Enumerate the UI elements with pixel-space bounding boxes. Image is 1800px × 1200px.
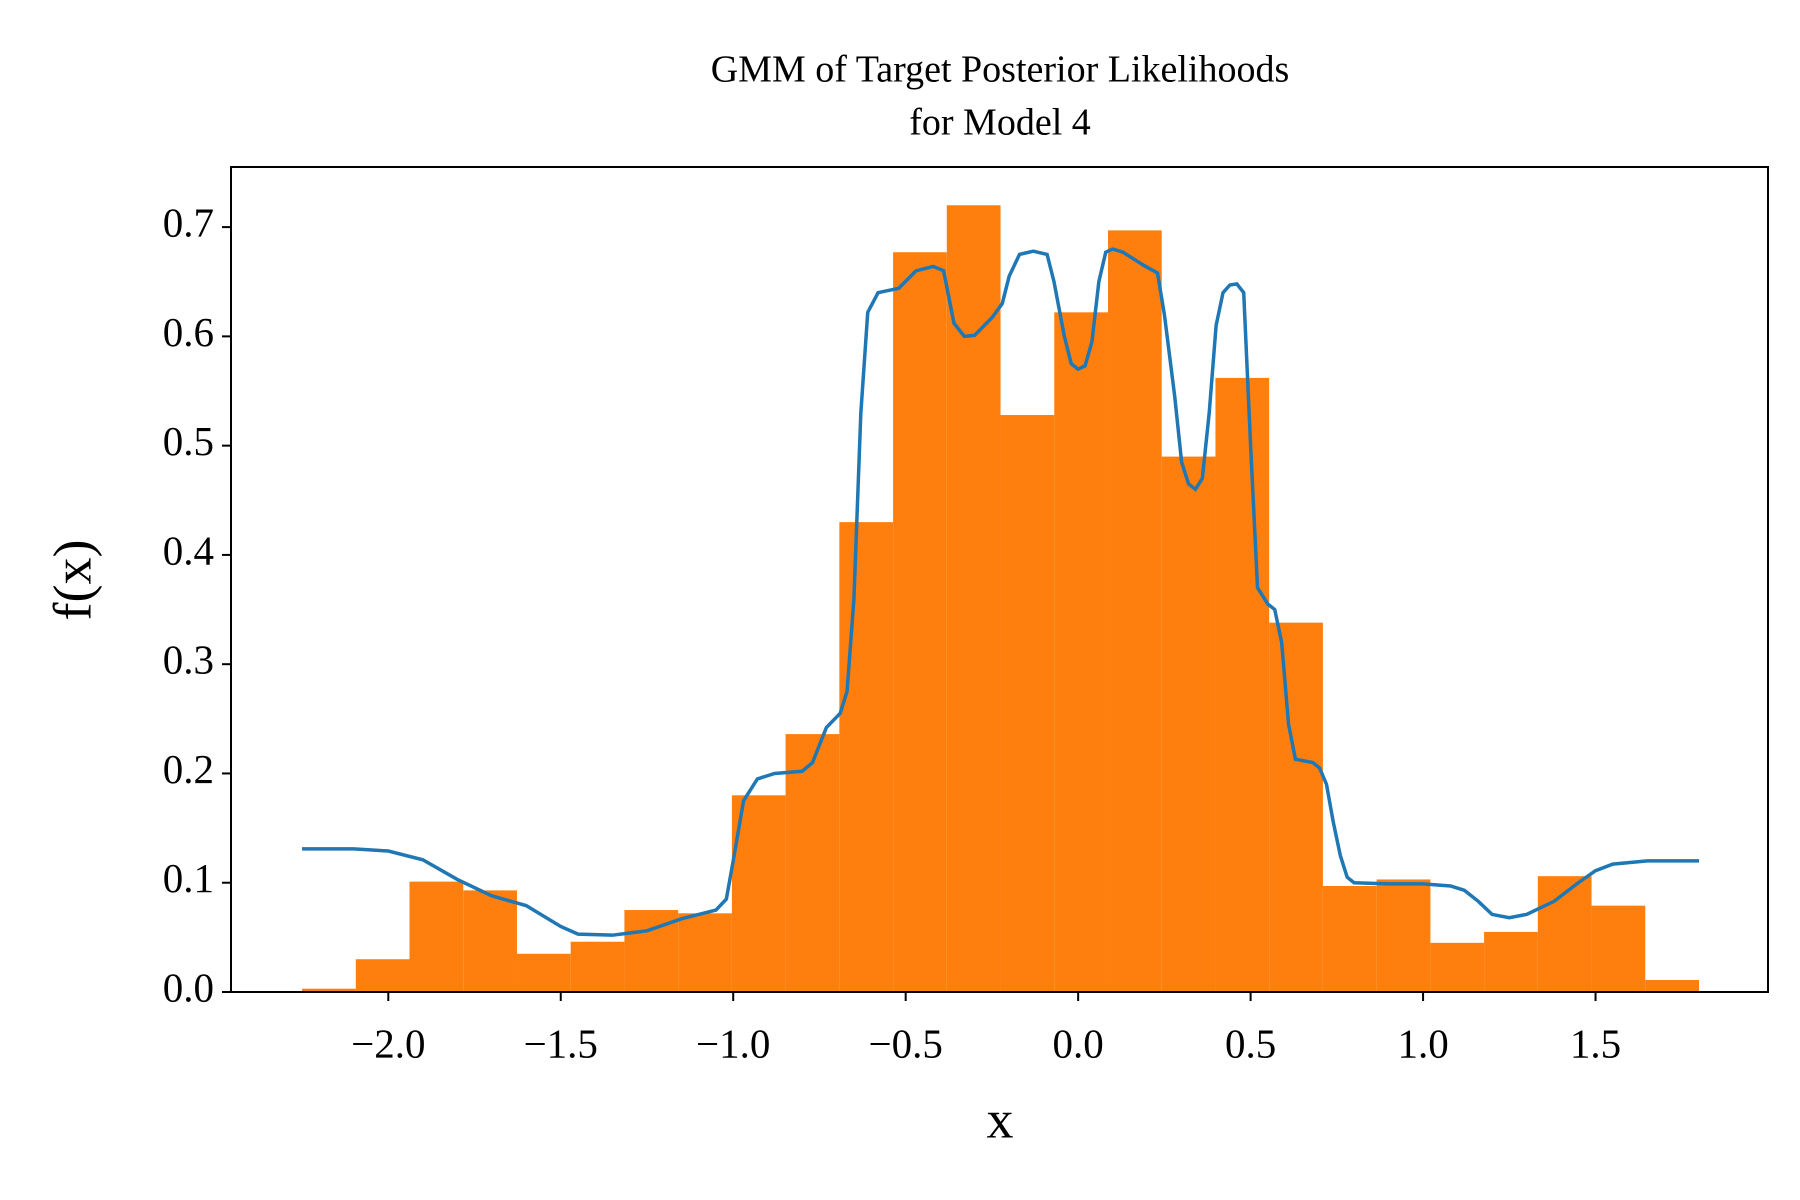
chart-subtitle: for Model 4 xyxy=(909,102,1091,144)
y-tick-label: 0.2 xyxy=(163,746,214,792)
bar xyxy=(893,252,947,992)
x-tick-label: 1.0 xyxy=(1397,1020,1448,1066)
plot-frame xyxy=(230,166,1769,993)
bar xyxy=(1000,415,1055,992)
x-tick-label: −0.5 xyxy=(868,1020,942,1066)
bar xyxy=(1161,456,1216,992)
y-tick-label: 0.6 xyxy=(163,309,214,355)
y-tick-label: 0.7 xyxy=(163,200,214,246)
bar xyxy=(1269,622,1323,992)
bar xyxy=(785,734,840,992)
x-tick-label: −2.0 xyxy=(351,1020,425,1066)
bar xyxy=(839,522,894,992)
density-line xyxy=(302,247,1700,937)
y-tick-label: 0.5 xyxy=(163,418,214,464)
y-tick-label: 0.4 xyxy=(163,527,214,573)
x-tick-label: −1.5 xyxy=(524,1020,598,1066)
bar xyxy=(1645,979,1700,992)
x-tick-label: 0.0 xyxy=(1053,1020,1104,1066)
bar xyxy=(302,988,356,992)
y-tick-label: 0.3 xyxy=(163,637,214,683)
bar xyxy=(1537,876,1592,992)
y-axis-label: f(x) xyxy=(42,540,102,621)
bar xyxy=(1322,886,1377,992)
x-tick-label: 1.5 xyxy=(1570,1020,1621,1066)
bar xyxy=(1215,377,1270,992)
bar xyxy=(1054,312,1108,992)
bar xyxy=(516,953,571,992)
y-tick-label: 0.0 xyxy=(163,964,214,1010)
bar xyxy=(570,941,625,992)
chart-title: GMM of Target Posterior Likelihoods xyxy=(711,49,1290,91)
bar xyxy=(678,913,732,992)
y-tick-label: 0.1 xyxy=(163,855,214,901)
bar xyxy=(1376,879,1431,992)
bar xyxy=(355,959,410,992)
bar xyxy=(409,881,464,992)
x-axis-label: x xyxy=(987,1089,1014,1149)
bar xyxy=(1484,931,1538,992)
bar xyxy=(1107,230,1162,992)
bar xyxy=(731,795,786,992)
x-tick-label: 0.5 xyxy=(1225,1020,1276,1066)
bar xyxy=(1430,942,1485,992)
x-tick-label: −1.0 xyxy=(696,1020,770,1066)
bar xyxy=(1591,905,1646,992)
bar xyxy=(463,890,517,992)
